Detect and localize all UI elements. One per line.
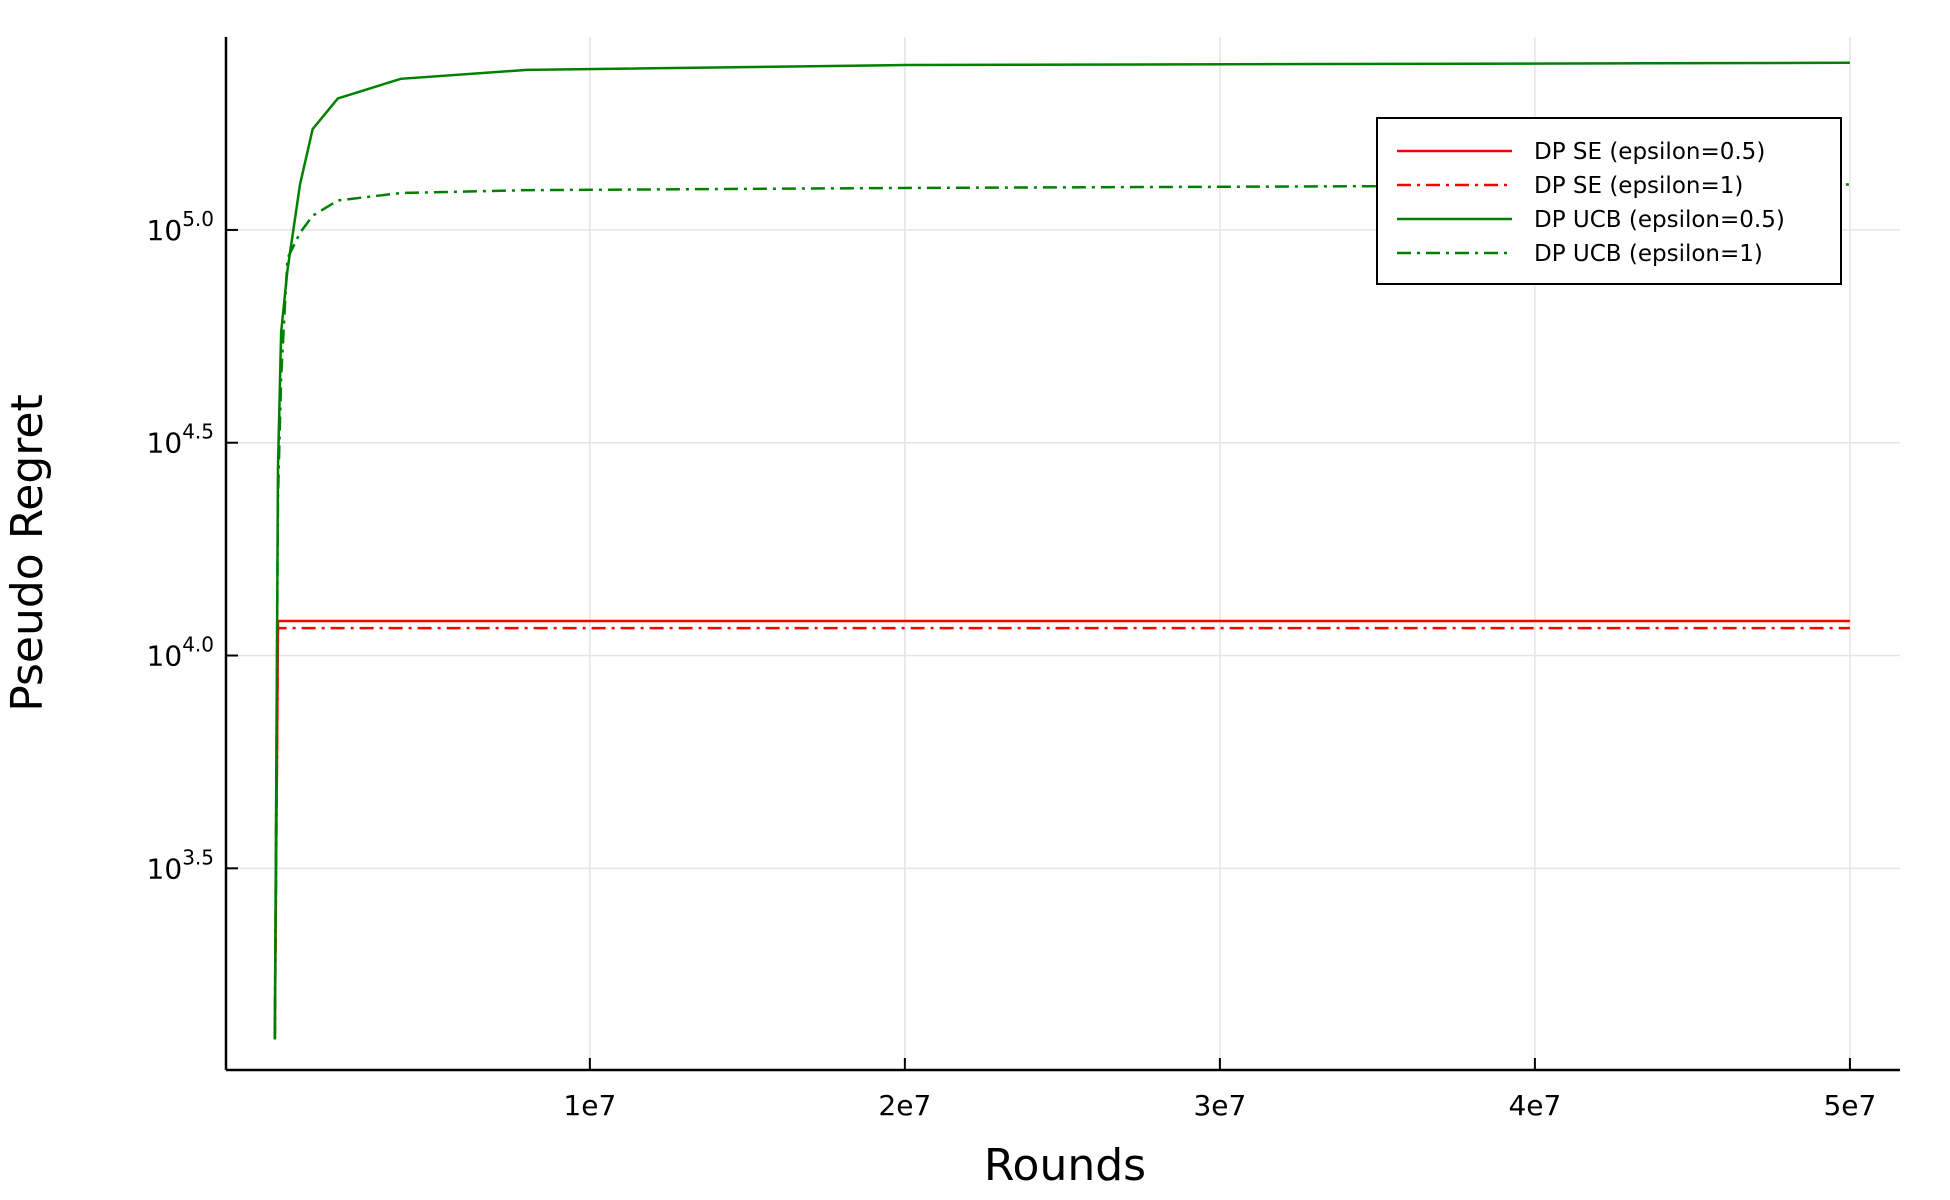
x-axis-label: Rounds (984, 1140, 1146, 1191)
line-series (273, 626, 1850, 1040)
legend-label: DP SE (epsilon=0.5) (1534, 139, 1765, 165)
y-tick-label: 104.5 (147, 420, 214, 460)
y-tick-label: 104.0 (147, 633, 214, 673)
legend-label: DP UCB (epsilon=1) (1534, 241, 1763, 267)
x-tick-label: 1e7 (563, 1089, 616, 1122)
legend-label: DP UCB (epsilon=0.5) (1534, 207, 1785, 233)
y-axis-label: Pseudo Regret (2, 394, 53, 712)
line-series (273, 183, 1850, 1040)
line-series (273, 619, 1850, 1040)
y-tick-label: 103.5 (147, 845, 214, 885)
x-tick-label: 2e7 (878, 1089, 931, 1122)
legend-label: DP SE (epsilon=1) (1534, 173, 1743, 199)
x-tick-label: 4e7 (1508, 1089, 1561, 1122)
x-tick-label: 5e7 (1823, 1089, 1876, 1122)
y-tick-label: 105.0 (147, 207, 214, 247)
legend-box (1376, 117, 1842, 285)
line-series (273, 61, 1850, 1040)
x-tick-label: 3e7 (1193, 1089, 1246, 1122)
